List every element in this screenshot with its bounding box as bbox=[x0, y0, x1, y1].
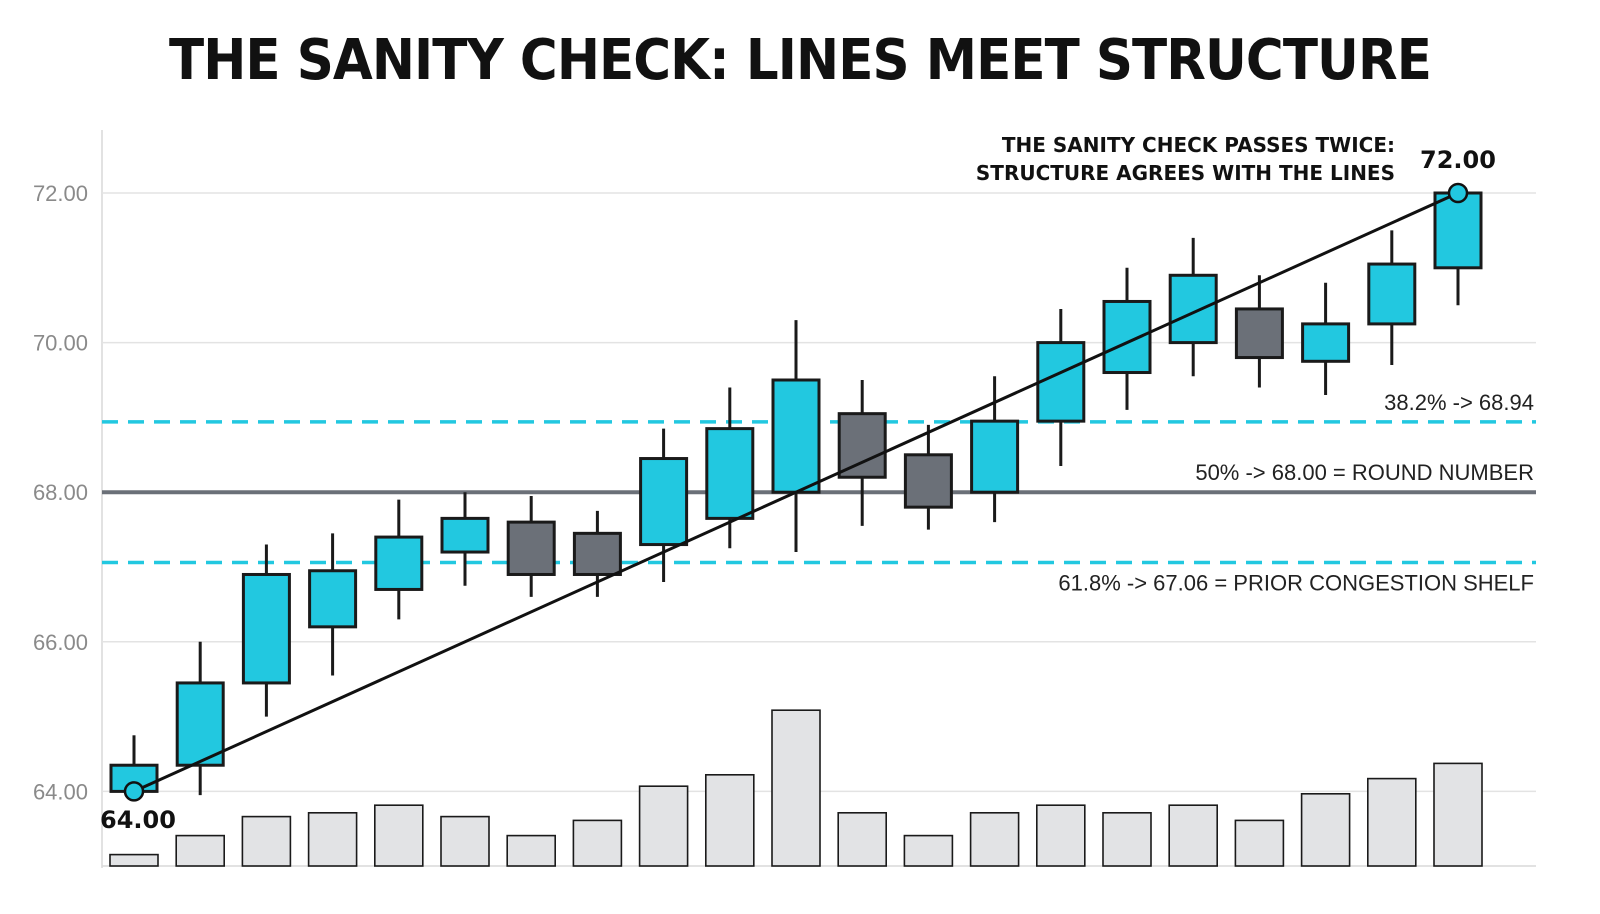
volume-bar bbox=[704, 773, 755, 867]
volume-bar bbox=[1367, 777, 1417, 867]
trendline-start-marker bbox=[123, 781, 145, 802]
volume-bar bbox=[638, 785, 689, 867]
candle-body bbox=[1433, 191, 1483, 270]
candle-body bbox=[1301, 322, 1351, 363]
trendline bbox=[133, 191, 1459, 793]
volume-bar bbox=[903, 834, 954, 867]
chart-title: THE SANITY CHECK: LINES MEET STRUCTURE bbox=[169, 28, 1432, 93]
candle-body bbox=[308, 569, 358, 629]
candle-body bbox=[970, 419, 1020, 494]
volume-bar bbox=[307, 811, 358, 867]
volume-bar bbox=[373, 804, 424, 867]
candle-body bbox=[903, 453, 953, 509]
y-tick-label: 72.00 bbox=[33, 181, 88, 206]
y-tick-label: 68.00 bbox=[33, 480, 88, 505]
start-value-label: 64.00 bbox=[100, 806, 176, 834]
end-value-label: 72.00 bbox=[1420, 146, 1496, 174]
candle-body bbox=[837, 412, 887, 479]
volume-bar bbox=[837, 811, 888, 867]
volume-bar bbox=[1168, 804, 1218, 867]
volume-bar bbox=[1433, 762, 1483, 867]
volume-bar bbox=[1300, 792, 1351, 867]
fibonacci-levels: 38.2% -> 68.94 50% -> 68.00 = ROUND NUMBE… bbox=[102, 390, 1536, 596]
candle-body bbox=[1102, 299, 1152, 375]
y-tick-label: 64.00 bbox=[33, 779, 88, 804]
volume-bar bbox=[572, 819, 623, 867]
candle-body bbox=[241, 572, 291, 685]
volume-bar bbox=[506, 834, 557, 867]
labels: 64.00 72.00 THE SANITY CHECK PASSES TWICE:… bbox=[100, 133, 1496, 834]
volume-bar bbox=[969, 811, 1020, 867]
level-label: 38.2% -> 68.94 bbox=[1384, 390, 1534, 415]
y-tick-label: 70.00 bbox=[33, 331, 88, 356]
candle-body bbox=[572, 531, 622, 576]
volume-bar bbox=[1234, 819, 1285, 867]
candle-body bbox=[1367, 262, 1417, 326]
annotation-line: THE SANITY CHECK PASSES TWICE: bbox=[1002, 133, 1395, 157]
trendline-group bbox=[123, 182, 1469, 802]
candle-body bbox=[771, 378, 821, 494]
volume-bar bbox=[241, 815, 292, 867]
volume-bar bbox=[771, 709, 821, 867]
annotation-line: STRUCTURE AGREES WITH THE LINES bbox=[976, 161, 1395, 185]
candle-body bbox=[639, 457, 689, 547]
volume-bar bbox=[1036, 804, 1086, 867]
candle-body bbox=[1036, 341, 1086, 423]
y-tick-label: 66.00 bbox=[33, 630, 88, 655]
candle-body bbox=[440, 516, 490, 554]
volume-bar bbox=[175, 834, 225, 867]
candle-body bbox=[374, 535, 424, 591]
candle-body bbox=[1234, 307, 1284, 360]
candle-body bbox=[506, 520, 556, 576]
trendline-end-marker bbox=[1447, 182, 1469, 204]
volume-bar bbox=[1102, 811, 1152, 867]
level-label: 61.8% -> 67.06 = PRIOR CONGESTION SHELF bbox=[1058, 571, 1534, 596]
volume-bars bbox=[109, 709, 1483, 867]
candle-body bbox=[175, 681, 225, 767]
level-label: 50% -> 68.00 = ROUND NUMBER bbox=[1195, 460, 1534, 485]
candle-body bbox=[1168, 273, 1218, 345]
candle-body bbox=[705, 427, 755, 520]
volume-bar bbox=[109, 853, 159, 867]
volume-bar bbox=[440, 815, 490, 867]
